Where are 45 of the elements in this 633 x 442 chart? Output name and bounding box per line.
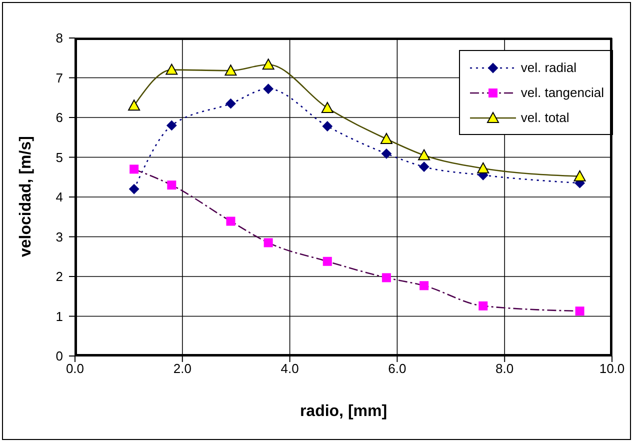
x-tick-label: 8.0 [496, 361, 514, 376]
y-tick-label: 3 [56, 229, 63, 244]
x-tick-label: 6.0 [388, 361, 406, 376]
x-tick-label: 4.0 [280, 361, 299, 376]
point [264, 238, 273, 248]
y-tick-label: 4 [56, 190, 63, 205]
point [166, 120, 177, 130]
y-tick-label: 0 [56, 348, 63, 364]
point [226, 216, 236, 226]
x-tick-label: 0.0 [66, 361, 84, 376]
point [262, 58, 274, 70]
y-axis-title: velocidad, [m/s] [18, 136, 35, 257]
y-tick-label: 1 [56, 308, 63, 324]
point [224, 64, 237, 76]
point [477, 162, 490, 174]
point [226, 98, 236, 109]
y-tick-label: 5 [56, 150, 63, 165]
legend-label: vel. radial [520, 60, 577, 75]
point [381, 148, 392, 159]
y-tick-label: 2 [56, 269, 63, 284]
point [382, 273, 391, 282]
point [575, 306, 584, 316]
point [322, 256, 332, 266]
point [167, 180, 176, 190]
legend-label: vel. total [520, 110, 570, 125]
y-tick-label: 6 [56, 110, 63, 126]
point [129, 184, 140, 194]
y-tick-label: 7 [56, 70, 63, 86]
point [322, 121, 332, 132]
x-tick-label: 2.0 [173, 361, 192, 376]
point [419, 162, 430, 172]
y-tick-label: 8 [56, 30, 63, 46]
point [420, 281, 429, 290]
point [478, 301, 488, 310]
point [574, 170, 586, 182]
point [418, 149, 430, 160]
x-tick-label: 10.0 [599, 361, 625, 376]
point [130, 164, 139, 174]
point [128, 100, 140, 111]
point [321, 102, 334, 113]
point [263, 84, 274, 94]
x-axis-title: radio, [mm] [300, 403, 388, 420]
point [380, 132, 392, 144]
point [166, 64, 178, 75]
legend-label: vel. tangencial [520, 85, 604, 100]
